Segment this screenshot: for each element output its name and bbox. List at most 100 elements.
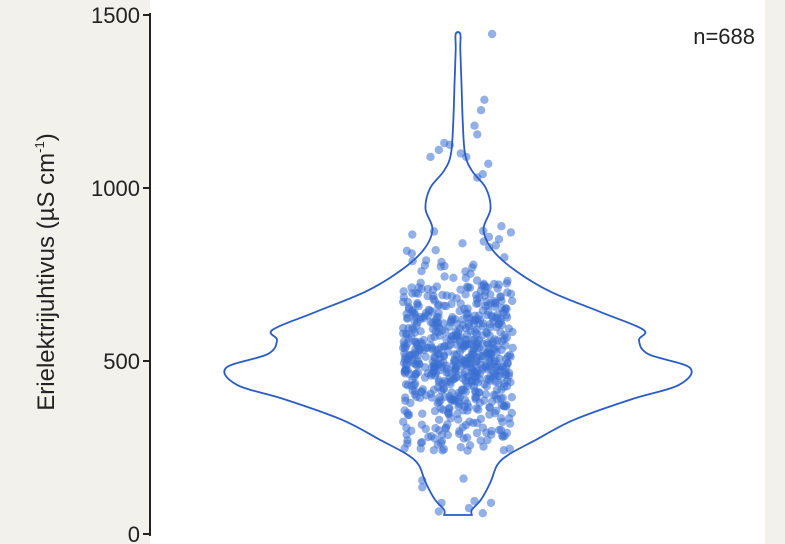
data-point bbox=[458, 370, 467, 379]
data-point bbox=[498, 431, 507, 440]
data-point bbox=[476, 106, 486, 115]
data-point bbox=[434, 507, 443, 516]
data-point bbox=[432, 282, 442, 291]
data-point bbox=[448, 315, 457, 324]
data-point bbox=[462, 433, 472, 442]
data-point bbox=[410, 380, 419, 390]
data-point bbox=[439, 351, 449, 360]
data-point bbox=[454, 388, 463, 398]
data-point bbox=[426, 341, 435, 350]
data-point bbox=[490, 335, 499, 344]
y-tick-label: 0 bbox=[128, 522, 140, 544]
data-point bbox=[491, 363, 500, 372]
data-point bbox=[431, 423, 440, 433]
data-point bbox=[452, 294, 461, 303]
data-point bbox=[399, 417, 408, 426]
data-point bbox=[417, 438, 427, 447]
data-point bbox=[445, 322, 454, 331]
data-point bbox=[508, 343, 517, 353]
data-point bbox=[418, 409, 427, 418]
data-point bbox=[497, 385, 506, 394]
data-point bbox=[500, 305, 509, 315]
data-point bbox=[402, 309, 411, 319]
y-tick-label: 1500 bbox=[91, 3, 140, 28]
data-point bbox=[406, 398, 415, 408]
data-point bbox=[417, 387, 427, 396]
data-point bbox=[473, 130, 482, 139]
data-point bbox=[442, 368, 451, 377]
data-point bbox=[470, 121, 479, 130]
data-point bbox=[403, 366, 412, 375]
data-point bbox=[488, 312, 497, 322]
data-point bbox=[496, 328, 505, 337]
data-point bbox=[431, 369, 441, 378]
y-axis-title-main: Erielektrijuhtivus (µS cm bbox=[33, 153, 60, 411]
data-point bbox=[437, 257, 446, 267]
data-point bbox=[478, 331, 487, 340]
data-point bbox=[480, 95, 489, 105]
data-point bbox=[449, 273, 458, 282]
y-axis: 0 500 1000 1500 bbox=[91, 3, 151, 544]
data-point bbox=[462, 360, 471, 369]
data-point bbox=[399, 323, 408, 333]
data-point bbox=[408, 230, 417, 239]
data-point bbox=[417, 284, 426, 294]
data-point bbox=[485, 403, 494, 412]
data-point bbox=[472, 418, 482, 428]
data-point bbox=[419, 335, 428, 345]
data-point bbox=[508, 327, 517, 337]
data-point bbox=[411, 387, 420, 396]
data-point bbox=[503, 276, 512, 286]
data-point bbox=[489, 344, 499, 353]
data-point bbox=[432, 346, 441, 355]
data-point bbox=[430, 434, 439, 443]
data-point bbox=[468, 335, 477, 345]
data-point bbox=[431, 246, 440, 255]
data-point bbox=[409, 325, 418, 334]
data-point bbox=[436, 359, 445, 368]
plot-panel bbox=[150, 0, 765, 544]
data-point bbox=[439, 384, 448, 393]
data-point bbox=[472, 428, 482, 438]
data-point bbox=[415, 393, 425, 403]
data-point bbox=[472, 404, 481, 413]
data-point bbox=[486, 498, 496, 508]
y-axis-title-close: ) bbox=[33, 133, 60, 141]
data-point bbox=[400, 344, 410, 353]
data-point bbox=[504, 414, 514, 423]
data-point bbox=[495, 354, 504, 363]
data-point bbox=[454, 415, 463, 424]
data-point bbox=[427, 363, 437, 372]
y-tick-label: 1000 bbox=[91, 176, 140, 201]
data-point bbox=[441, 424, 450, 433]
data-point bbox=[403, 436, 412, 445]
data-point bbox=[507, 393, 516, 402]
data-point bbox=[434, 145, 443, 155]
data-point bbox=[450, 355, 459, 364]
data-point bbox=[501, 341, 510, 350]
data-point bbox=[447, 299, 456, 309]
data-point bbox=[421, 352, 430, 361]
data-point bbox=[487, 29, 497, 39]
data-point bbox=[506, 352, 515, 361]
data-point bbox=[455, 306, 464, 316]
data-point bbox=[503, 358, 512, 368]
data-point bbox=[494, 235, 504, 244]
data-point bbox=[485, 323, 495, 332]
data-point bbox=[459, 474, 468, 483]
data-point bbox=[411, 337, 420, 346]
data-point bbox=[402, 246, 412, 255]
data-point bbox=[410, 349, 419, 358]
data-point bbox=[428, 307, 437, 316]
data-point bbox=[401, 393, 410, 402]
data-point bbox=[420, 312, 429, 321]
data-point bbox=[444, 408, 453, 417]
data-point bbox=[493, 284, 502, 293]
data-point bbox=[418, 483, 427, 492]
data-point bbox=[478, 306, 488, 315]
data-point bbox=[468, 263, 477, 272]
data-point bbox=[496, 292, 505, 301]
data-point bbox=[408, 358, 418, 367]
data-point bbox=[489, 297, 499, 306]
data-point bbox=[499, 446, 508, 455]
